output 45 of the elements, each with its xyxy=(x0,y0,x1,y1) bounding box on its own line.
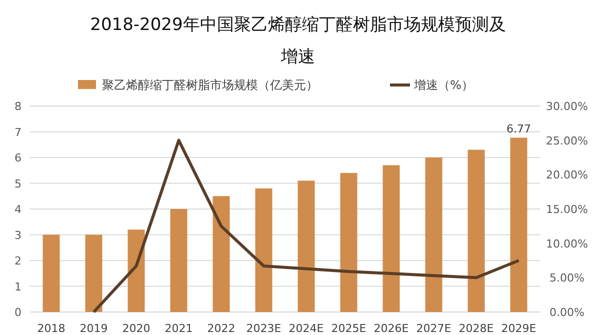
x-tick-label: 2026E xyxy=(374,322,409,335)
x-tick-label: 2022 xyxy=(207,322,236,335)
bar xyxy=(255,188,272,312)
y-tick-label: 3 xyxy=(14,228,22,242)
y-tick-label: 0 xyxy=(14,306,22,319)
y2-tick-label: 5.00% xyxy=(550,272,584,285)
y-tick-label: 8 xyxy=(14,100,22,113)
x-tick-label: 2018 xyxy=(37,322,66,335)
line-series xyxy=(92,138,520,314)
y2-tick-label: 30.00% xyxy=(546,100,588,113)
bar xyxy=(468,150,485,312)
x-tick-label: 2021 xyxy=(164,322,193,335)
x-tick-label: 2027E xyxy=(416,322,452,335)
bar xyxy=(382,165,400,312)
y2-tick-label: 0.00% xyxy=(550,306,584,319)
y-tick-label: 4 xyxy=(14,203,22,216)
x-tick-label: 2020 xyxy=(122,322,150,335)
y-tick-label: 2 xyxy=(14,254,22,268)
y-tick-label: 7 xyxy=(14,126,22,139)
bar xyxy=(85,234,102,312)
bar xyxy=(510,138,528,312)
bar xyxy=(170,209,188,312)
y2-tick-label: 10.00% xyxy=(546,237,588,250)
chart-title: 2018-2029年中国聚乙烯醇缩丁醛树脂市场规模预测及增速 xyxy=(90,15,506,67)
y2-tick-label: 20.00% xyxy=(546,168,588,182)
x-tick-label: 2028E xyxy=(458,322,494,335)
bar xyxy=(212,196,230,312)
y2-tick-label: 25.00% xyxy=(546,134,588,148)
x-tick-label: 2024E xyxy=(288,322,324,335)
x-tick-label: 2025E xyxy=(331,322,366,335)
bar xyxy=(128,230,145,312)
y-tick-label: 6 xyxy=(14,152,22,164)
legend-label: 聚乙烯醇缩丁醛树脂市场规模（亿美元） xyxy=(102,78,318,92)
x-tick-label: 2023E xyxy=(246,322,282,335)
y-tick-label: 1 xyxy=(14,280,22,294)
bar xyxy=(298,180,315,312)
data-label: 6.77 xyxy=(506,122,531,136)
x-tick-label: 2029E xyxy=(501,322,536,335)
bar xyxy=(425,158,442,312)
y2-tick-label: 15.00% xyxy=(546,203,588,216)
legend-label: 增速（%） xyxy=(413,78,474,92)
bar xyxy=(340,172,358,312)
bar xyxy=(42,234,60,312)
y-tick-label: 5 xyxy=(14,177,22,190)
x-tick-label: 2019 xyxy=(80,322,108,335)
